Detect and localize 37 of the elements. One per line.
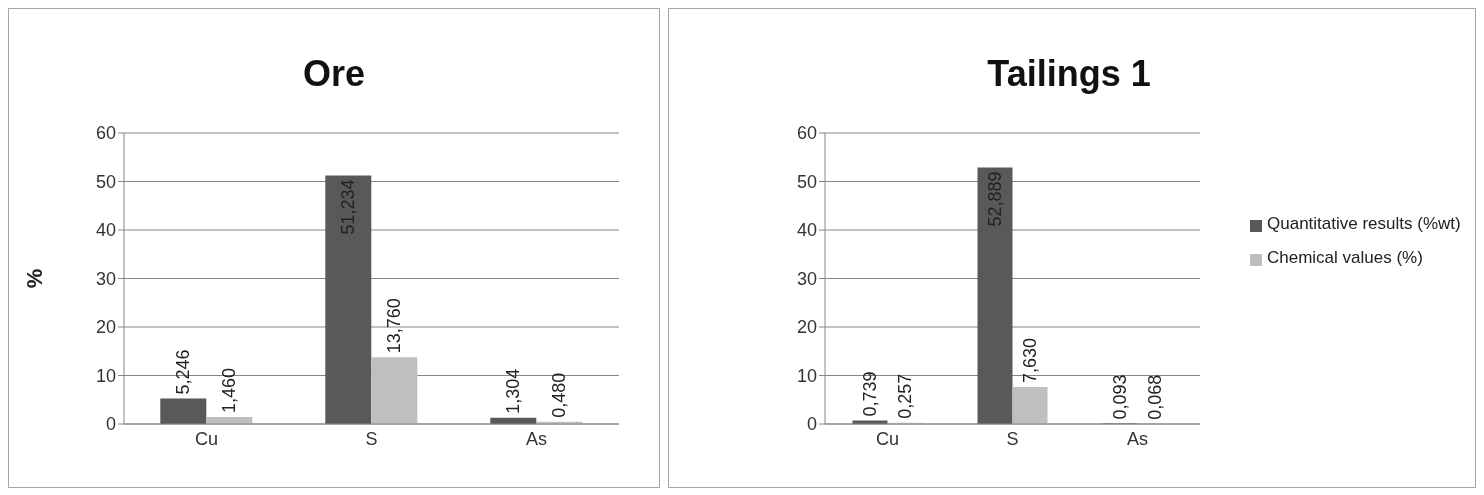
- y-tick-label: 10: [796, 365, 817, 386]
- y-tick-label: 0: [806, 414, 817, 435]
- data-label: 13,760: [384, 298, 405, 354]
- data-label: 5,246: [173, 349, 194, 395]
- chart-title: Ore: [301, 53, 366, 95]
- y-tick-label: 30: [796, 268, 817, 289]
- x-tick-label: S: [1006, 428, 1019, 449]
- x-tick-label: Cu: [194, 428, 219, 449]
- data-label: 52,889: [985, 171, 1005, 227]
- legend-label: Quantitative results (%wt): [1267, 214, 1461, 234]
- y-tick-label: 20: [95, 317, 116, 338]
- x-tick-label: S: [365, 428, 378, 449]
- data-label: 0,739: [860, 371, 880, 417]
- y-axis-title: %: [21, 268, 47, 289]
- data-label: 7,630: [1020, 337, 1040, 383]
- y-tick-label: 40: [95, 220, 116, 241]
- y-tick-label: 0: [105, 414, 116, 435]
- data-label: 0,480: [549, 372, 570, 418]
- x-tick-label: As: [1126, 428, 1149, 449]
- data-label: 51,234: [338, 179, 359, 235]
- data-label: 1,460: [219, 367, 240, 413]
- y-tick-label: 10: [95, 365, 116, 386]
- chart-title: Tailings 1: [986, 53, 1152, 95]
- data-label: 1,304: [503, 368, 524, 414]
- y-tick-label: 20: [796, 317, 817, 338]
- y-tick-label: 50: [796, 171, 817, 192]
- y-tick-label: 30: [95, 268, 116, 289]
- y-tick-label: 40: [796, 220, 817, 241]
- x-tick-label: As: [525, 428, 548, 449]
- legend-label: Chemical values (%): [1267, 248, 1423, 268]
- data-label: 0,068: [1145, 374, 1165, 420]
- data-label: 0,257: [895, 373, 915, 419]
- y-tick-label: 60: [796, 123, 817, 144]
- data-label: 0,093: [1110, 374, 1130, 420]
- x-tick-label: Cu: [875, 428, 900, 449]
- y-tick-label: 60: [95, 123, 116, 144]
- y-tick-label: 50: [95, 171, 116, 192]
